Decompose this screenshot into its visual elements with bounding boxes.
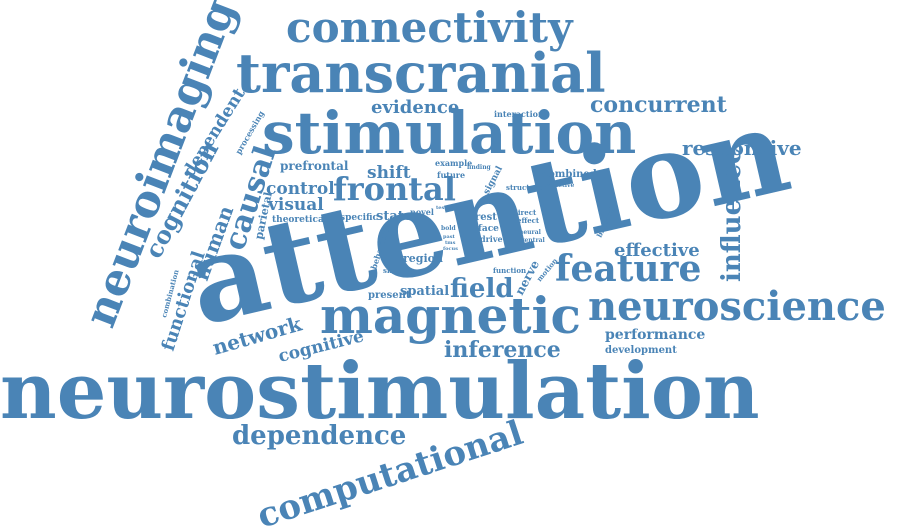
word-frontal: frontal (333, 170, 456, 208)
word-field: field (450, 274, 514, 304)
word-ventral: ventral (520, 237, 545, 244)
word-transcranial: transcranial (236, 41, 606, 105)
word-drive: drive (480, 234, 503, 244)
word-connectivity: connectivity (286, 3, 574, 52)
word-responsive: responsive (682, 136, 802, 160)
word-influence: influence (717, 148, 747, 282)
word-combined: combined (542, 169, 597, 180)
word-feature: feature (555, 248, 701, 290)
word-development: development (605, 345, 677, 356)
word-neurostimulation: neurostimulation (0, 346, 760, 437)
word-past: past (443, 234, 456, 240)
word-focus: focus (443, 246, 458, 252)
word-present: present (368, 290, 411, 301)
word-novel: novel (410, 207, 434, 217)
word-spatial: spatial (400, 284, 449, 299)
word-magnetic: magnetic (320, 286, 581, 345)
word-state: state (376, 209, 412, 224)
word-specific: specific (340, 213, 379, 223)
word-future: future (437, 170, 465, 180)
word-concurrent: concurrent (590, 92, 728, 118)
word-bold: bold (441, 225, 456, 232)
word-face: face (478, 224, 499, 234)
word-direct: direct (513, 208, 537, 217)
word-region: region (403, 252, 443, 265)
word-tms: tms (445, 240, 456, 246)
word-effective: effective (614, 240, 700, 261)
word-finding: finding (467, 164, 492, 171)
word-example: example (435, 158, 472, 168)
word-interaction: interaction (494, 109, 544, 119)
word-effect: effect (517, 216, 540, 225)
word-shifting: shifting (383, 266, 414, 275)
word-inference: inference (444, 337, 561, 363)
word-stimulation: stimulation (262, 99, 636, 167)
word-test: test (436, 205, 447, 211)
word-control: control (266, 179, 335, 199)
word-rest: rest (475, 212, 497, 223)
word-shift: shift (367, 163, 411, 183)
word-performance: performance (605, 327, 705, 343)
word-theoretical: theoretical (272, 215, 328, 225)
word-neuroscience: neuroscience (588, 283, 886, 330)
word-prefrontal: prefrontal (280, 159, 349, 173)
word-visual: visual (267, 195, 324, 215)
word-neural: neural (519, 229, 542, 236)
word-function: function (493, 266, 526, 275)
word-dependence: dependence (232, 421, 406, 451)
word-selective: selective (545, 182, 574, 189)
word-evidence: evidence (371, 97, 459, 118)
word-structure: structure (506, 183, 543, 192)
